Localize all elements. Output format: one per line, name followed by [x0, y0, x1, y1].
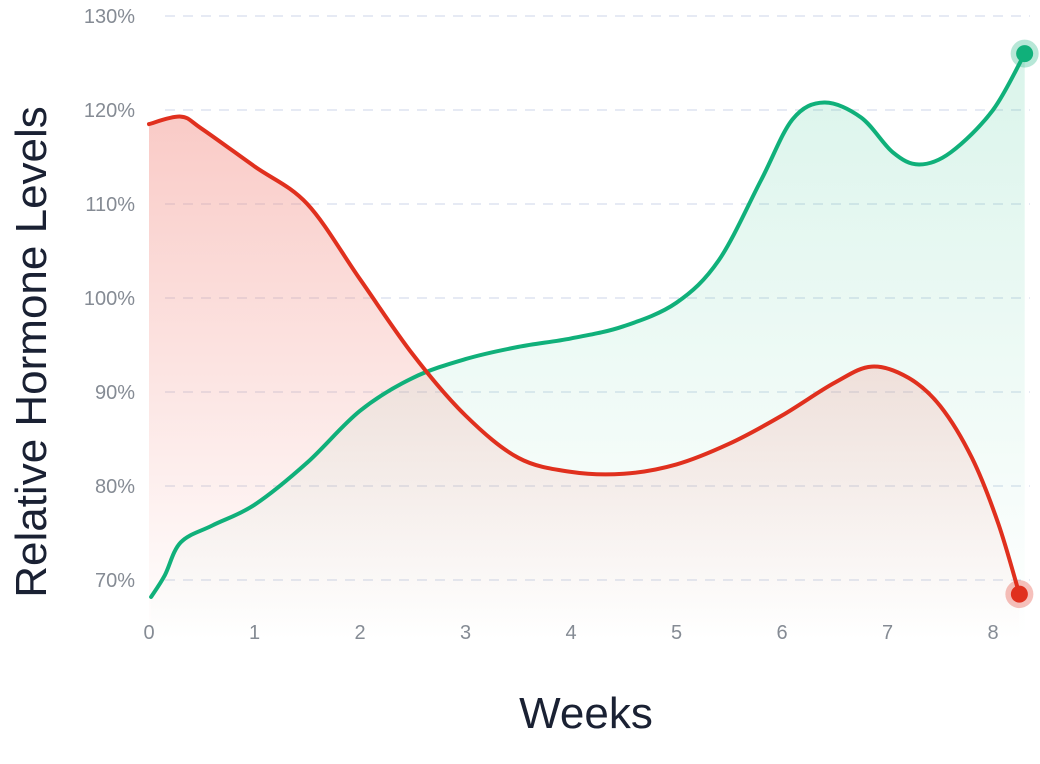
x-tick-label: 2: [354, 622, 365, 644]
x-tick-label: 1: [249, 622, 260, 644]
y-tick-label: 130%: [84, 6, 135, 28]
y-axis-title: Relative Hormone Levels: [7, 106, 56, 598]
x-tick-label: 6: [776, 622, 787, 644]
x-tick-label: 8: [987, 622, 998, 644]
green-end-marker: [1016, 45, 1034, 63]
y-tick-label: 110%: [85, 194, 135, 216]
x-axis-title: Weeks: [519, 689, 653, 738]
x-tick-label: 3: [460, 622, 471, 644]
red-series-area: [149, 116, 1020, 641]
x-tick-label: 4: [565, 622, 576, 644]
x-tick-label: 5: [671, 622, 682, 644]
y-tick-label: 100%: [84, 288, 135, 310]
x-tick-label: 7: [882, 622, 893, 644]
y-tick-label: 80%: [95, 476, 135, 498]
green-series-line: [149, 51, 1027, 599]
y-tick-label: 90%: [95, 382, 135, 404]
red-series-line: [147, 114, 1022, 597]
y-tick-label: 70%: [95, 570, 135, 592]
x-tick-label: 0: [143, 622, 154, 644]
red-end-marker: [1010, 585, 1028, 603]
y-tick-label: 120%: [84, 100, 135, 122]
